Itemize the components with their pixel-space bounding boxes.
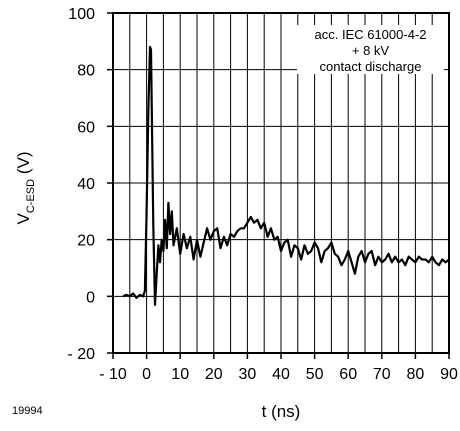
x-tick-label: 90 — [440, 366, 458, 383]
y-axis-title: VC-ESD (V) — [14, 152, 37, 225]
y-tick-label: 100 — [68, 6, 95, 23]
x-tick-label: - 10 — [99, 366, 127, 383]
tick-labels: - 10 0 10 20 30 40 50 60 70 80 90 - 20 0 20 40 60 80 100 — [67, 6, 458, 383]
y-tick-label: 60 — [77, 119, 95, 136]
figure-id: 19994 — [12, 405, 43, 417]
x-tick-label: 50 — [306, 366, 324, 383]
series-line — [122, 45, 450, 306]
annotation-box — [297, 25, 444, 74]
x-tick-label: 40 — [272, 366, 290, 383]
x-tick-label: 0 — [142, 366, 151, 383]
y-tick-label: - 20 — [67, 346, 95, 363]
series-layer — [122, 45, 450, 306]
y-tick-label: 80 — [77, 63, 95, 80]
y-axis-title-unit: (V) — [14, 152, 33, 179]
x-tick-label: 80 — [407, 366, 425, 383]
y-tick-label: 0 — [86, 289, 95, 306]
y-axis-title-subscript: C-ESD — [25, 179, 37, 213]
y-axis-title-main: V — [14, 212, 33, 224]
annotation-line: + 8 kV — [352, 43, 390, 58]
y-tick-label: 20 — [77, 233, 95, 250]
x-tick-label: 60 — [339, 366, 357, 383]
x-tick-label: 20 — [205, 366, 223, 383]
x-tick-label: 30 — [239, 366, 257, 383]
annotation-line: contact discharge — [320, 59, 422, 74]
annotation-line: acc. IEC 61000-4-2 — [314, 27, 426, 42]
ticks — [107, 12, 450, 359]
x-tick-label: 70 — [373, 366, 391, 383]
x-tick-label: 10 — [171, 366, 189, 383]
x-axis-title: t (ns) — [262, 402, 301, 421]
y-tick-label: 40 — [77, 176, 95, 193]
